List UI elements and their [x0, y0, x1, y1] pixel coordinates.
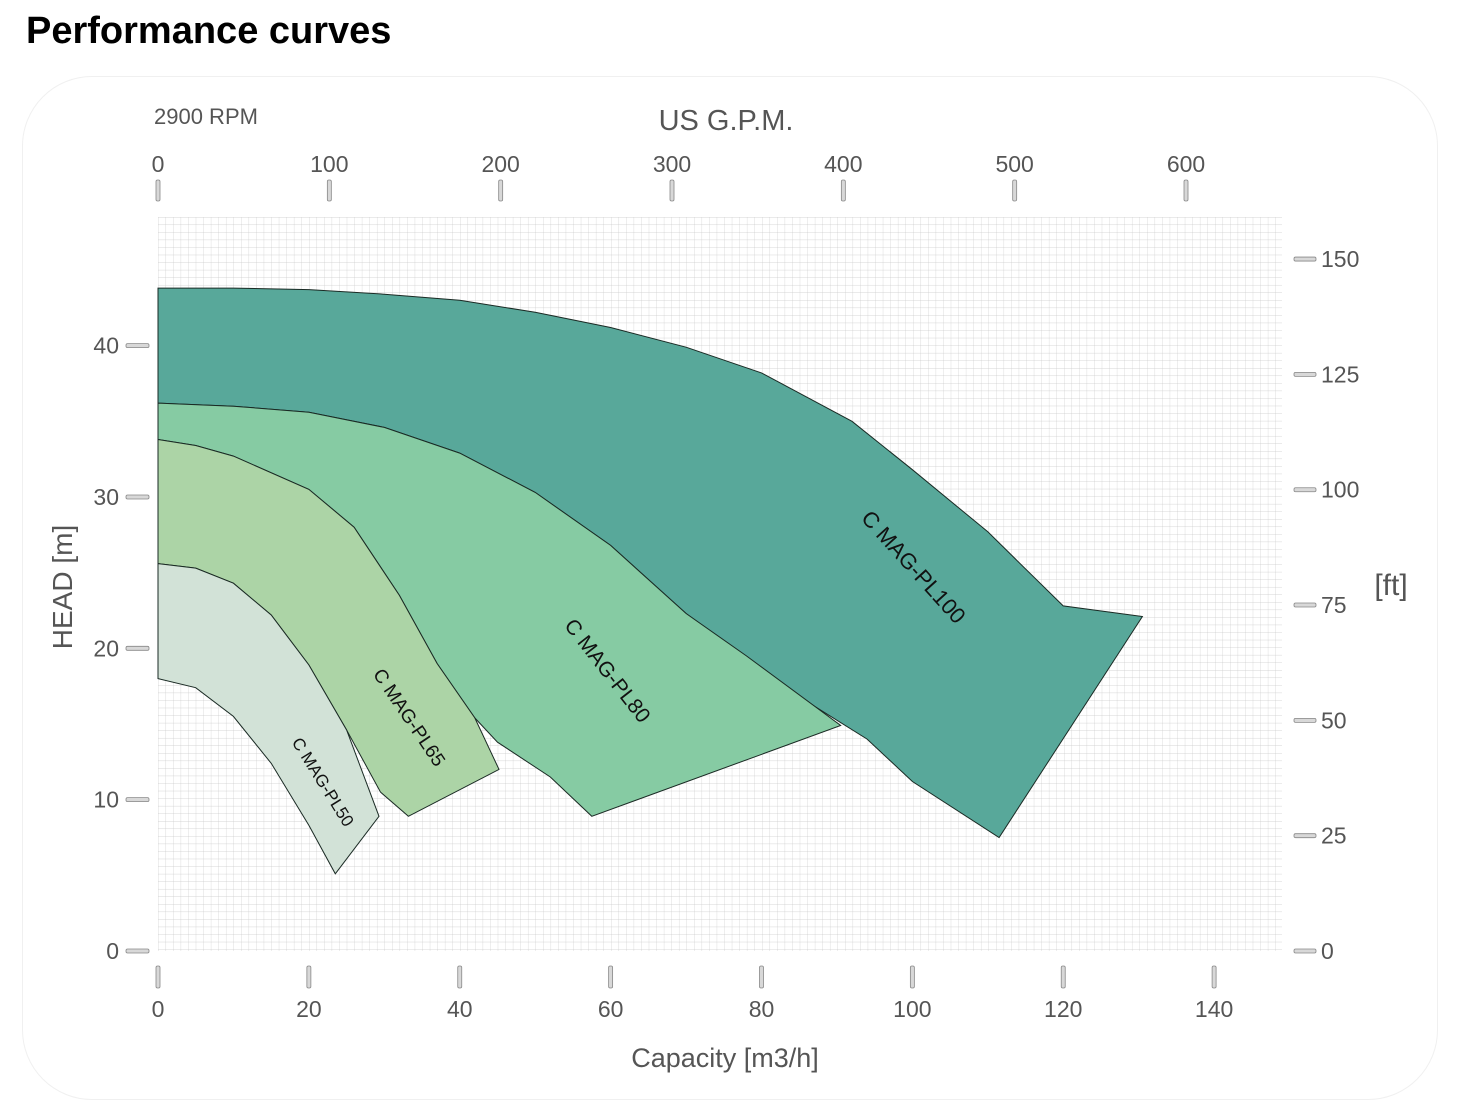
x-tick-label: 0: [152, 996, 165, 1022]
y-right-tick-mark: [1293, 717, 1317, 723]
y-right-tick-label: 150: [1321, 246, 1359, 272]
x-tick-mark: [306, 965, 312, 989]
x-tick-mark: [608, 965, 614, 989]
y-right-tick-label: 125: [1321, 361, 1359, 387]
x-tick-mark: [909, 965, 915, 989]
x-top-tick-mark: [840, 179, 846, 202]
x-top-tick-label: 0: [152, 151, 165, 177]
x-tick-label: 60: [598, 996, 624, 1022]
x-tick-mark: [759, 965, 764, 989]
y-tick-mark: [125, 343, 150, 349]
y-tick-label: 10: [93, 787, 119, 813]
x-tick-label: 140: [1195, 996, 1233, 1022]
y-tick-mark: [125, 948, 150, 954]
x-axis-title: Capacity [m3/h]: [631, 1043, 819, 1073]
x-tick-mark: [1211, 965, 1217, 989]
x-top-tick-mark: [155, 179, 161, 202]
x-top-tick-label: 500: [995, 151, 1033, 177]
axis-labels: 2900 RPM US G.P.M. Capacity [m3/h] HEAD [m]…: [47, 104, 1408, 1073]
y-tick-label: 40: [93, 333, 119, 359]
y-right-tick-label: 25: [1321, 823, 1347, 849]
y-tick-label: 30: [93, 484, 119, 510]
x-tick-label: 100: [893, 996, 931, 1022]
y-tick-mark: [125, 797, 150, 803]
x-top-tick-mark: [326, 179, 332, 202]
y-right-tick-label: 50: [1321, 707, 1347, 733]
y-right-tick-mark: [1293, 371, 1317, 377]
page-title: Performance curves: [26, 10, 392, 52]
x-top-tick-label: 200: [481, 151, 519, 177]
x-tick-label: 20: [296, 996, 322, 1022]
x-tick-mark: [155, 965, 161, 989]
x-top-tick-label: 400: [824, 151, 862, 177]
y-right-tick-label: 0: [1321, 938, 1334, 964]
x-top-tick-mark: [669, 179, 675, 202]
y-right-tick-label: 75: [1321, 592, 1347, 618]
x-tick-label: 40: [447, 996, 473, 1022]
y-right-tick-label: 100: [1321, 477, 1359, 503]
x-tick-mark: [457, 965, 463, 989]
y-right-tick-mark: [1293, 602, 1317, 608]
y-right-tick-mark: [1293, 948, 1317, 954]
x-top-tick-label: 300: [653, 151, 691, 177]
x-top-tick-label: 600: [1167, 151, 1205, 177]
x-top-tick-mark: [1012, 179, 1018, 202]
rpm-subtitle: 2900 RPM: [154, 104, 258, 129]
x-top-tick-mark: [1183, 179, 1189, 202]
x-tick-mark: [1060, 965, 1066, 989]
x-tick-label: 120: [1044, 996, 1082, 1022]
y-tick-label: 20: [93, 635, 119, 661]
y-axis-title: HEAD [m]: [47, 525, 78, 649]
right-axis-title: [ft]: [1374, 569, 1407, 602]
area-c-mag-pl50: [157, 563, 380, 875]
y-tick-label: 0: [106, 938, 119, 964]
y-right-tick-mark: [1293, 256, 1317, 262]
top-axis-title: US G.P.M.: [659, 105, 794, 137]
y-right-tick-mark: [1293, 487, 1317, 493]
y-tick-mark: [125, 494, 150, 500]
x-top-tick-label: 100: [310, 151, 348, 177]
y-right-tick-mark: [1293, 833, 1317, 839]
x-tick-label: 80: [749, 996, 775, 1022]
x-top-tick-mark: [498, 179, 504, 202]
y-tick-mark: [125, 645, 150, 651]
